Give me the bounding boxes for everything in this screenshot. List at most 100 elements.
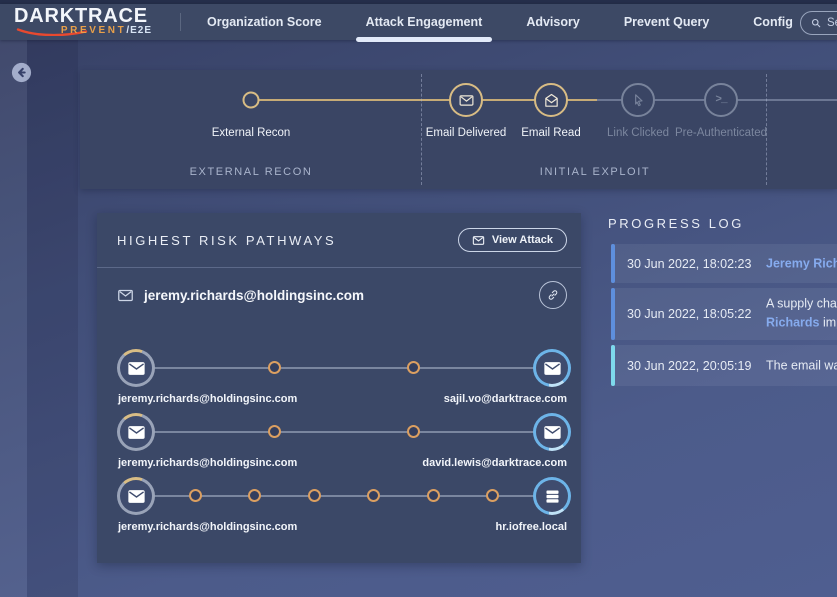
entry-timestamp: 30 Jun 2022, 20:05:19: [627, 358, 752, 373]
pathways-header: HIGHEST RISK PATHWAYS View Attack: [117, 227, 567, 253]
hop-node[interactable]: [486, 488, 500, 502]
copy-link-button[interactable]: [539, 281, 567, 309]
pathway-line: [136, 367, 552, 369]
target-node[interactable]: [533, 477, 571, 515]
server-icon: [536, 480, 568, 512]
nav-item-config[interactable]: Config: [753, 15, 793, 29]
entry-accent-bar: [611, 345, 615, 386]
phase-label-external-recon: EXTERNAL RECON: [189, 166, 313, 178]
step-pre-authenticated[interactable]: >_: [704, 83, 738, 117]
entry-message: The email was: [766, 356, 837, 375]
nav-item-advisory[interactable]: Advisory: [526, 15, 580, 29]
entry-accent-bar: [611, 288, 615, 340]
envelope-icon: [120, 480, 152, 512]
phase-label-initial-exploit: INITIAL EXPLOIT: [539, 166, 651, 178]
logo-swoosh-icon: [16, 23, 88, 41]
pathway-line: [136, 431, 552, 433]
background-band: [27, 40, 78, 597]
step-label-external-recon: External Recon: [211, 127, 291, 139]
hop-node[interactable]: [248, 488, 262, 502]
target-node[interactable]: [533, 349, 571, 387]
step-external-recon[interactable]: [242, 91, 260, 109]
step-label-link-clicked: Link Clicked: [607, 127, 669, 139]
logo-product-line: PREVENT/E2E: [60, 25, 152, 36]
view-attack-button[interactable]: View Attack: [457, 228, 567, 252]
nav-item-organization-score[interactable]: Organization Score: [207, 15, 322, 29]
logo-wordmark: DARKTRACE: [14, 5, 148, 27]
entry-text: The email was: [766, 357, 837, 372]
view-attack-label: View Attack: [491, 234, 553, 246]
hop-node[interactable]: [188, 488, 202, 502]
darktrace-logo[interactable]: DARKTRACE PREVENT/E2E: [14, 6, 156, 38]
hop-node[interactable]: [406, 360, 420, 374]
pathway-target-label: hr.iofree.local: [495, 521, 567, 533]
nav-item-prevent-query[interactable]: Prevent Query: [623, 15, 710, 29]
source-node[interactable]: [117, 349, 155, 387]
entry-link-text[interactable]: Richards: [766, 316, 820, 330]
entry-message: A supply chain Richards impe: [766, 295, 837, 334]
source-node[interactable]: [117, 477, 155, 515]
pathways-title: HIGHEST RISK PATHWAYS: [117, 232, 337, 248]
back-button[interactable]: [10, 61, 33, 84]
step-email-delivered[interactable]: [449, 83, 483, 117]
entry-text: A supply chain: [766, 296, 837, 311]
step-email-read[interactable]: [534, 83, 568, 117]
envelope-filled-icon: [536, 416, 568, 448]
highest-risk-pathways-panel: HIGHEST RISK PATHWAYS View Attack jeremy…: [97, 213, 581, 563]
target-node[interactable]: [533, 413, 571, 451]
hop-node[interactable]: [268, 360, 282, 374]
top-strip: [0, 0, 837, 4]
nav-divider: [180, 13, 181, 31]
attack-kill-chain-timeline: External Recon Email Delivered Email Read L…: [80, 70, 837, 189]
divider: [97, 267, 581, 268]
pathway-row: jeremy.richards@holdingsinc.com sajil.vo@…: [97, 349, 581, 409]
arrow-left-icon: [11, 62, 32, 83]
background-band: [0, 40, 27, 597]
search-placeholder: Search: [827, 17, 837, 29]
hop-node[interactable]: [367, 488, 381, 502]
envelope-icon: [120, 352, 152, 384]
search-input[interactable]: Search: [800, 11, 837, 35]
nav-item-attack-engagement[interactable]: Attack Engagement: [355, 4, 492, 42]
step-label-pre-authenticated: Pre-Authenticated: [674, 127, 768, 139]
source-email: jeremy.richards@holdingsinc.com: [144, 287, 364, 303]
pathway-target-label: sajil.vo@darktrace.com: [443, 393, 567, 405]
progress-log-title: PROGRESS LOG: [608, 216, 744, 231]
phase-divider: [766, 74, 767, 185]
envelope-icon: [120, 416, 152, 448]
entry-timestamp: 30 Jun 2022, 18:05:22: [627, 307, 752, 321]
top-navbar: DARKTRACE PREVENT/E2E Organization Score…: [0, 4, 837, 42]
timeline-progress: [251, 99, 597, 101]
progress-log-entry[interactable]: 30 Jun 2022, 20:05:19 The email was: [611, 345, 837, 386]
entry-message: Jeremy Richar: [766, 254, 837, 273]
entry-timestamp: 30 Jun 2022, 18:02:23: [627, 256, 752, 271]
pathway-row: jeremy.richards@holdingsinc.com hr.iofree…: [97, 477, 581, 537]
entry-link-text[interactable]: Jeremy Richar: [766, 255, 837, 270]
hop-node[interactable]: [307, 488, 321, 502]
envelope-icon: [118, 289, 133, 301]
search-icon: [811, 18, 821, 28]
envelope-filled-icon: [536, 352, 568, 384]
chain-link-icon: [548, 290, 558, 300]
pathway-row: jeremy.richards@holdingsinc.com david.lew…: [97, 413, 581, 473]
progress-log-entry[interactable]: 30 Jun 2022, 18:02:23 Jeremy Richar: [611, 244, 837, 283]
hop-node[interactable]: [426, 488, 440, 502]
entry-accent-bar: [611, 244, 615, 283]
main-nav: Organization Score Attack Engagement Advis…: [207, 4, 793, 42]
hop-node[interactable]: [406, 424, 420, 438]
step-label-email-read: Email Read: [521, 127, 581, 139]
envelope-icon: [459, 94, 473, 106]
progress-log-entry[interactable]: 30 Jun 2022, 18:05:22 A supply chain Richa…: [611, 288, 837, 340]
step-link-clicked[interactable]: [621, 83, 655, 117]
hop-node[interactable]: [268, 424, 282, 438]
source-node[interactable]: [117, 413, 155, 451]
pathway-source-label: jeremy.richards@holdingsinc.com: [118, 457, 298, 469]
source-email-row: jeremy.richards@holdingsinc.com: [117, 281, 567, 309]
pathway-source-label: jeremy.richards@holdingsinc.com: [118, 521, 298, 533]
pathway-source-label: jeremy.richards@holdingsinc.com: [118, 393, 298, 405]
step-label-email-delivered: Email Delivered: [425, 127, 507, 139]
terminal-icon: >_: [715, 94, 727, 106]
envelope-icon: [472, 235, 485, 245]
entry-text: impe: [822, 316, 837, 330]
